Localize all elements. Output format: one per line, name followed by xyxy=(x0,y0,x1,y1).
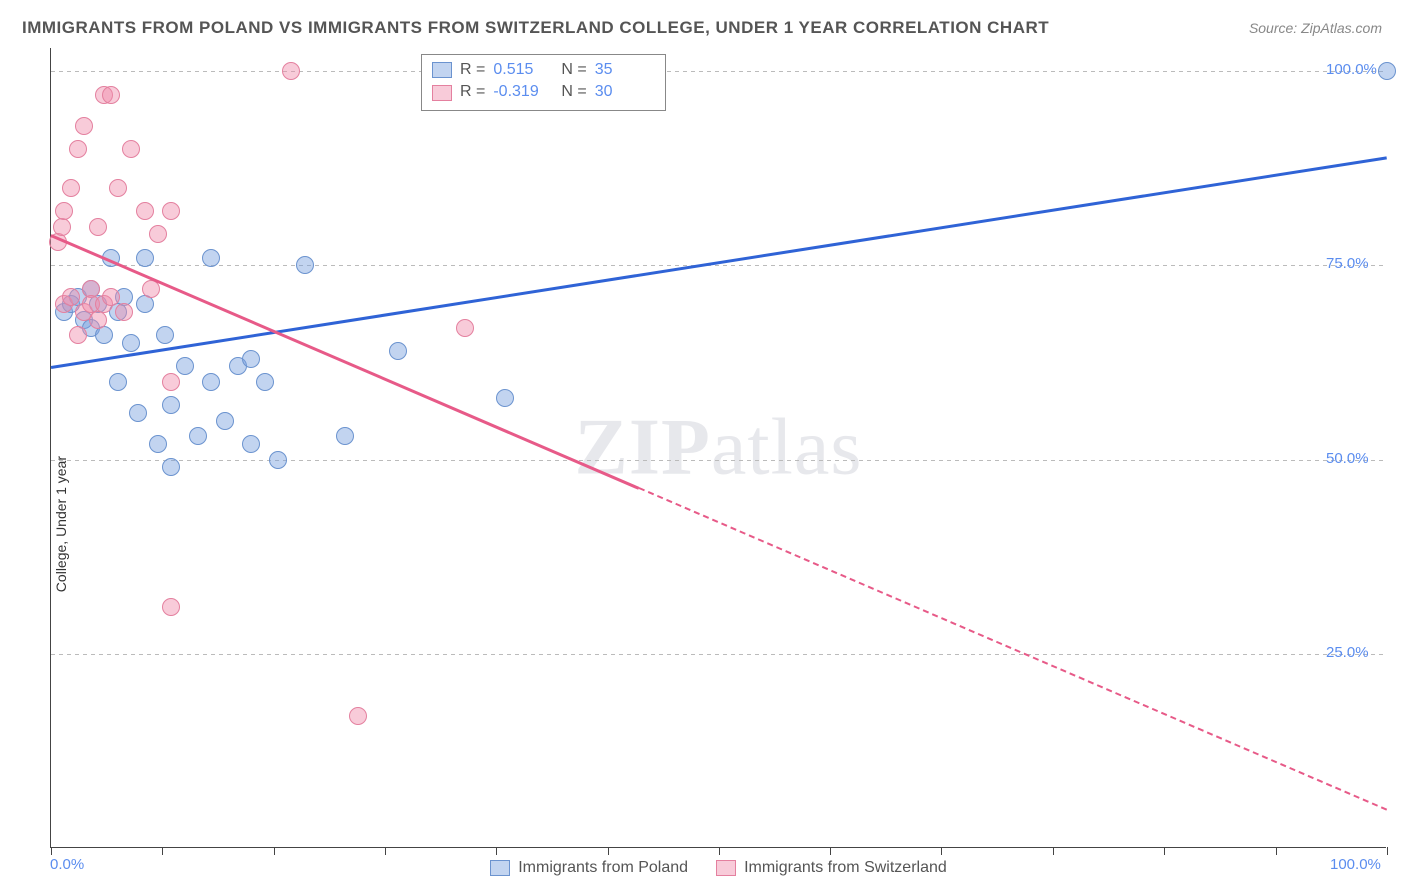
trendline-switzerland xyxy=(51,235,640,490)
data-point-poland xyxy=(256,373,274,391)
data-point-switzerland xyxy=(89,311,107,329)
gridline-h xyxy=(51,460,1387,461)
y-tick-label: 25.0% xyxy=(1326,644,1369,661)
gridline-h xyxy=(51,265,1387,266)
data-point-switzerland xyxy=(62,179,80,197)
data-point-poland xyxy=(156,326,174,344)
gridline-h xyxy=(51,654,1387,655)
data-point-poland xyxy=(149,435,167,453)
data-point-poland xyxy=(269,451,287,469)
swatch-poland xyxy=(432,62,452,78)
x-tick-mark xyxy=(496,847,497,855)
data-point-switzerland xyxy=(89,218,107,236)
swatch-switzerland xyxy=(432,85,452,101)
legend-swatch-poland xyxy=(490,860,510,876)
data-point-poland xyxy=(242,435,260,453)
stat-r-label: R = xyxy=(460,81,485,103)
legend-item-poland: Immigrants from Poland xyxy=(490,859,688,877)
x-tick-mark xyxy=(830,847,831,855)
stats-row-switzerland: R = -0.319 N = 30 xyxy=(432,81,655,103)
y-tick-label: 50.0% xyxy=(1326,450,1369,467)
data-point-poland xyxy=(389,342,407,360)
data-point-poland xyxy=(122,334,140,352)
data-point-switzerland xyxy=(282,62,300,80)
data-point-poland xyxy=(242,350,260,368)
data-point-poland xyxy=(162,396,180,414)
data-point-switzerland xyxy=(456,319,474,337)
data-point-switzerland xyxy=(122,140,140,158)
x-tick-mark xyxy=(162,847,163,855)
data-point-switzerland xyxy=(162,202,180,220)
x-tick-mark xyxy=(1053,847,1054,855)
x-tick-mark xyxy=(1164,847,1165,855)
data-point-poland xyxy=(136,295,154,313)
data-point-poland xyxy=(162,458,180,476)
y-tick-label: 100.0% xyxy=(1326,61,1377,78)
stat-n-switzerland: 30 xyxy=(595,81,655,103)
data-point-switzerland xyxy=(149,225,167,243)
data-point-switzerland xyxy=(136,202,154,220)
data-point-poland xyxy=(202,249,220,267)
data-point-switzerland xyxy=(62,288,80,306)
data-point-switzerland xyxy=(102,288,120,306)
x-tick-label: 100.0% xyxy=(1330,856,1381,873)
data-point-poland xyxy=(136,249,154,267)
stat-r-switzerland: -0.319 xyxy=(493,81,553,103)
stat-n-poland: 35 xyxy=(595,59,655,81)
x-tick-label: 0.0% xyxy=(50,856,84,873)
x-tick-mark xyxy=(385,847,386,855)
x-tick-mark xyxy=(719,847,720,855)
stats-legend-box: R = 0.515 N = 35 R = -0.319 N = 30 xyxy=(421,54,666,111)
y-tick-label: 75.0% xyxy=(1326,255,1369,272)
data-point-poland xyxy=(216,412,234,430)
data-point-switzerland xyxy=(55,202,73,220)
bottom-legend: Immigrants from Poland Immigrants from S… xyxy=(51,859,1386,877)
x-tick-mark xyxy=(1387,847,1388,855)
gridline-h xyxy=(51,71,1387,72)
data-point-switzerland xyxy=(102,86,120,104)
data-point-switzerland xyxy=(349,707,367,725)
legend-item-switzerland: Immigrants from Switzerland xyxy=(716,859,947,877)
legend-label-poland: Immigrants from Poland xyxy=(518,859,688,877)
x-tick-mark xyxy=(274,847,275,855)
data-point-switzerland xyxy=(109,179,127,197)
source-credit: Source: ZipAtlas.com xyxy=(1249,20,1382,36)
data-point-switzerland xyxy=(162,373,180,391)
data-point-poland xyxy=(176,357,194,375)
watermark-suffix: atlas xyxy=(711,403,863,491)
x-tick-mark xyxy=(51,847,52,855)
stat-n-label: N = xyxy=(561,81,586,103)
data-point-poland xyxy=(109,373,127,391)
data-point-poland xyxy=(189,427,207,445)
trendline-switzerland-dashed xyxy=(638,487,1387,811)
data-point-switzerland xyxy=(162,598,180,616)
legend-swatch-switzerland xyxy=(716,860,736,876)
chart-title: IMMIGRANTS FROM POLAND VS IMMIGRANTS FRO… xyxy=(22,18,1049,38)
data-point-poland xyxy=(202,373,220,391)
data-point-switzerland xyxy=(69,140,87,158)
data-point-poland xyxy=(129,404,147,422)
data-point-poland xyxy=(336,427,354,445)
data-point-switzerland xyxy=(115,303,133,321)
stat-r-label: R = xyxy=(460,59,485,81)
legend-label-switzerland: Immigrants from Switzerland xyxy=(744,859,947,877)
data-point-poland xyxy=(95,326,113,344)
x-tick-mark xyxy=(1276,847,1277,855)
x-tick-mark xyxy=(941,847,942,855)
data-point-poland xyxy=(496,389,514,407)
data-point-switzerland xyxy=(53,218,71,236)
y-axis-label: College, Under 1 year xyxy=(53,456,69,592)
data-point-poland xyxy=(1378,62,1396,80)
data-point-switzerland xyxy=(75,117,93,135)
watermark-prefix: ZIP xyxy=(575,403,711,491)
data-point-switzerland xyxy=(69,326,87,344)
stats-row-poland: R = 0.515 N = 35 xyxy=(432,59,655,81)
trendline-poland xyxy=(51,157,1387,369)
x-tick-mark xyxy=(608,847,609,855)
stat-n-label: N = xyxy=(561,59,586,81)
data-point-poland xyxy=(296,256,314,274)
plot-area: ZIPatlas R = 0.515 N = 35 R = -0.319 N =… xyxy=(50,48,1386,848)
stat-r-poland: 0.515 xyxy=(493,59,553,81)
